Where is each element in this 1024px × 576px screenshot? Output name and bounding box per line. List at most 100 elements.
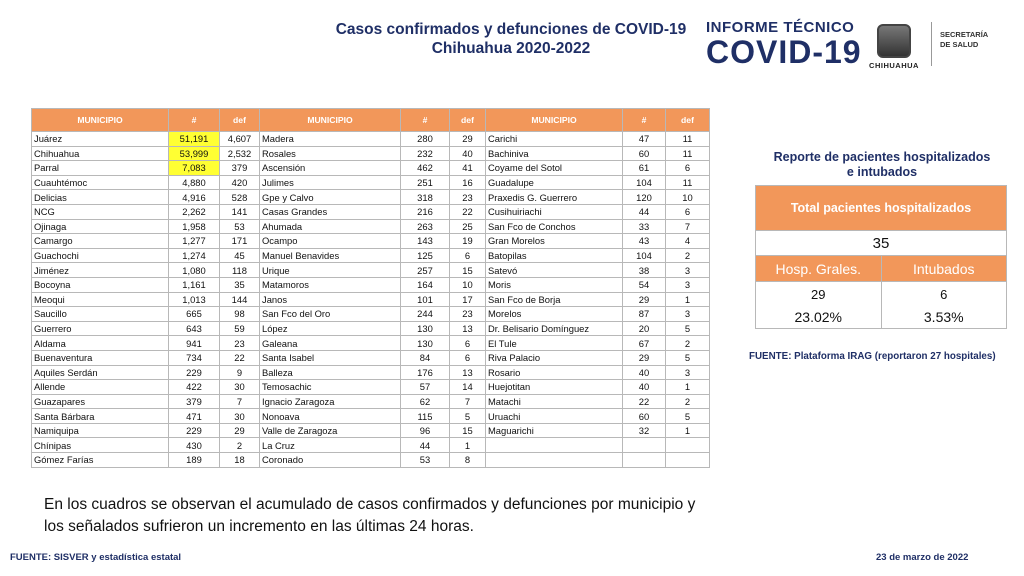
municipio-name: Temosachic [259,379,401,395]
municipio-name: Madera [259,131,401,147]
report-title: Reporte de pacientes hospitalizados e in… [747,150,1017,180]
deaths: 23 [449,306,486,322]
deaths: 23 [219,335,260,351]
description-text: En los cuadros se observan el acumulado … [44,496,696,535]
municipio-name: Jiménez [31,262,169,278]
confirmed-cases: 22 [622,393,666,410]
municipio-name: Camargo [31,233,169,249]
intubados-value: 6 [880,281,1007,306]
deaths: 23 [449,189,486,205]
confirmed-cases: 462 [400,160,450,176]
deaths: 98 [219,306,260,322]
confirmed-cases: 665 [168,306,220,322]
municipio-name: Urique [259,262,401,278]
title-line-2: Chihuahua 2020-2022 [431,40,591,57]
confirmed-cases: 96 [400,422,450,439]
municipio-name: Rosales [259,145,401,162]
deaths: 3 [665,276,710,293]
deaths: 22 [449,203,486,220]
deaths: 11 [665,131,710,147]
municipio-name: Matachi [485,393,623,410]
confirmed-cases: 1,161 [168,276,220,293]
column-header: def [449,108,486,132]
deaths: 5 [665,320,710,337]
deaths: 3 [665,262,710,278]
deaths: 15 [449,422,486,439]
municipio-name: Saucillo [31,306,169,322]
table-row: Allende 422 30 Temosachic 57 14 Huejotitan 40 1 [31,379,710,395]
deaths: 528 [219,189,260,205]
municipio-name: Coyame del Sotol [485,160,623,176]
deaths: 45 [219,247,260,264]
confirmed-cases: 280 [400,131,450,147]
confirmed-cases: 60 [622,145,666,162]
column-header: # [400,108,450,132]
municipio-name: Guachochi [31,247,169,264]
deaths: 16 [449,174,486,191]
deaths: 35 [219,276,260,293]
municipio-name: Manuel Benavides [259,247,401,264]
municipio-name: Morelos [485,306,623,322]
municipio-name: Moris [485,276,623,293]
municipio-name: Santa Isabel [259,349,401,366]
deaths: 7 [219,393,260,410]
deaths: 9 [219,364,260,381]
column-header: # [168,108,220,132]
report-title-line-2: e intubados [846,165,918,179]
deaths: 141 [219,203,260,220]
deaths: 14 [449,379,486,395]
municipio-name: Galeana [259,335,401,351]
report-source: FUENTE: Plataforma IRAG (reportaron 27 h… [749,351,996,362]
municipio-name: Uruachi [485,408,623,424]
deaths: 29 [449,131,486,147]
municipio-name: Carichi [485,131,623,147]
column-header: MUNICIPIO [31,108,169,132]
deaths: 6 [449,247,486,264]
municipios-table: MUNICIPIO # def MUNICIPIO # def MUNICIPIO # def … [31,108,710,468]
confirmed-cases: 251 [400,174,450,191]
table-body: Juárez 51,191 4,607 Madera 280 29 Carichi 47 11 C… [31,131,710,468]
confirmed-cases: 120 [622,189,666,205]
confirmed-cases: 57 [400,379,450,395]
confirmed-cases: 53 [400,452,450,468]
municipio-name: Bachiniva [485,145,623,162]
hosp-grales-percent: 23.02% [755,306,882,329]
municipio-name: Rosario [485,364,623,381]
deaths: 5 [665,349,710,366]
deaths: 3 [665,364,710,381]
confirmed-cases: 176 [400,364,450,381]
table-row: Parral 7,083 379 Ascensión 462 41 Coyame del S… [31,160,710,176]
confirmed-cases: 164 [400,276,450,293]
confirmed-cases: 263 [400,218,450,235]
municipio-name: Batopilas [485,247,623,264]
brand-line-2: COVID-19 [706,34,862,70]
confirmed-cases: 67 [622,335,666,351]
confirmed-cases: 1,013 [168,291,220,308]
column-header: def [665,108,710,132]
municipio-name: Chihuahua [31,145,169,162]
confirmed-cases: 2,262 [168,203,220,220]
municipio-name [485,452,623,468]
column-header: MUNICIPIO [485,108,623,132]
municipio-name: Namiquipa [31,422,169,439]
deaths: 7 [449,393,486,410]
confirmed-cases: 115 [400,408,450,424]
table-row: Ojinaga 1,958 53 Ahumada 263 25 San Fco de Con… [31,218,710,235]
deaths: 30 [219,379,260,395]
confirmed-cases: 43 [622,233,666,249]
deaths: 40 [449,145,486,162]
confirmed-cases: 130 [400,320,450,337]
deaths: 29 [219,422,260,439]
confirmed-cases: 643 [168,320,220,337]
confirmed-cases: 130 [400,335,450,351]
municipio-name: Julimes [259,174,401,191]
deaths: 1 [665,379,710,395]
confirmed-cases: 104 [622,247,666,264]
confirmed-cases: 44 [400,437,450,454]
deaths: 22 [219,349,260,366]
municipio-name: Ascensión [259,160,401,176]
chihuahua-logo: CHIHUAHUA [857,24,931,70]
deaths: 5 [665,408,710,424]
municipio-name: Matamoros [259,276,401,293]
deaths: 8 [449,452,486,468]
